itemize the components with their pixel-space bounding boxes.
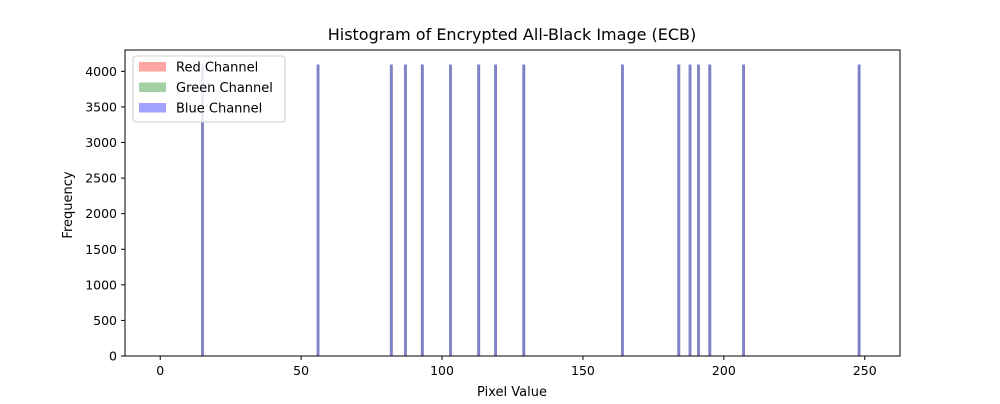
y-tick-label-3500: 3500: [85, 99, 117, 114]
y-tick-label-0: 0: [109, 349, 117, 364]
bar-blue-channel-248: [857, 64, 861, 356]
legend-label-blue-channel: Blue Channel: [176, 102, 262, 117]
x-tick-label-50: 50: [293, 363, 309, 378]
bar-blue-channel-87: [404, 64, 407, 356]
bar-blue-channel-129: [522, 64, 526, 356]
y-tick-label-1000: 1000: [85, 277, 117, 292]
bar-blue-channel-103: [449, 64, 452, 356]
x-tick-label-100: 100: [430, 363, 454, 378]
plot-frame: [124, 49, 901, 357]
y-tick-label-1500: 1500: [85, 242, 117, 257]
y-axis-label: Frequency: [61, 171, 76, 238]
legend-swatch-red-channel: [139, 62, 166, 72]
bar-blue-channel-207: [742, 64, 745, 356]
legend-swatch-blue-channel: [139, 103, 166, 113]
x-axis-label: Pixel Value: [477, 385, 547, 400]
x-tick-label-0: 0: [156, 363, 164, 378]
legend-label-red-channel: Red Channel: [176, 61, 258, 76]
bars-layer: [201, 64, 861, 356]
bar-blue-channel-56: [316, 64, 320, 356]
bar-blue-channel-184: [677, 64, 681, 356]
bar-blue-channel-164: [621, 64, 624, 356]
legend-box: [132, 55, 286, 123]
legend: Red Channel Green Channel Blue Channel: [132, 55, 286, 123]
bar-blue-channel-15: [201, 64, 204, 356]
legend-swatch-green-channel: [139, 82, 166, 92]
chart-title: Histogram of Encrypted All-Black Image (…: [328, 25, 697, 44]
bar-blue-channel-195: [708, 64, 712, 356]
bar-blue-channel-93: [420, 64, 424, 356]
bar-blue-channel-191: [697, 64, 700, 356]
bar-blue-channel-188: [688, 64, 692, 356]
x-tick-label-200: 200: [712, 363, 736, 378]
x-tick-label-150: 150: [571, 363, 595, 378]
y-tick-label-2500: 2500: [85, 171, 117, 186]
y-tick-label-4000: 4000: [85, 64, 117, 79]
legend-label-green-channel: Green Channel: [176, 81, 273, 96]
bar-blue-channel-113: [477, 64, 481, 356]
y-tick-label-500: 500: [93, 313, 117, 328]
x-tick-label-250: 250: [853, 363, 877, 378]
y-tick-label-2000: 2000: [85, 206, 117, 221]
bar-blue-channel-119: [494, 64, 497, 356]
bar-blue-channel-82: [389, 64, 393, 356]
y-tick-label-3000: 3000: [85, 135, 117, 150]
axes-layer: 0 50 100 150 200 2500500100015002000250030003…: [85, 49, 901, 378]
